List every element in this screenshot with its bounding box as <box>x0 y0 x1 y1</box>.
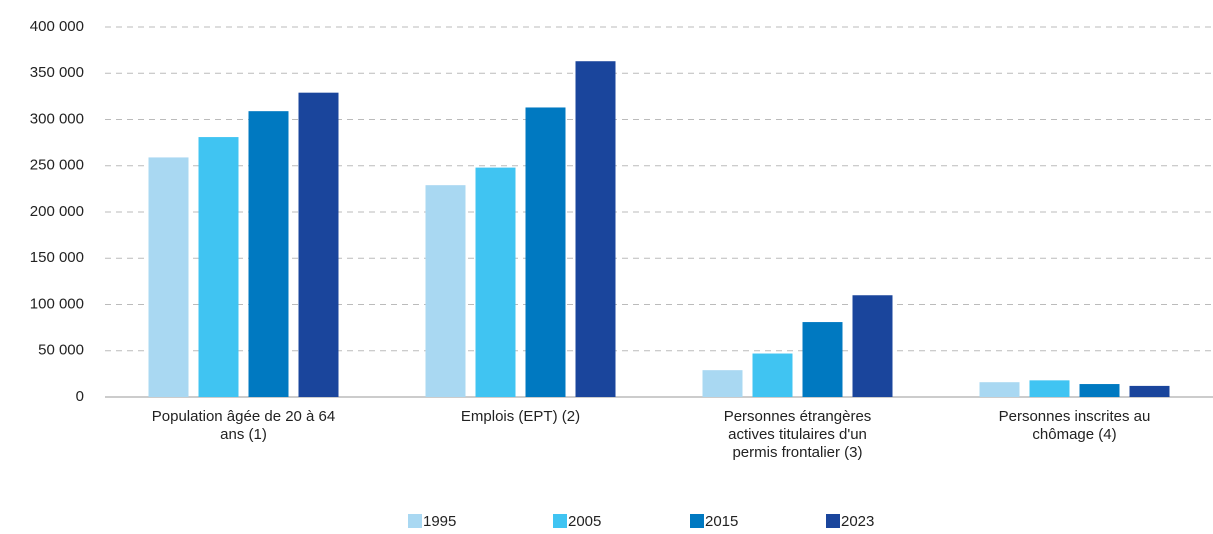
bar <box>1129 385 1170 397</box>
bar <box>1029 380 1070 397</box>
bar <box>198 137 239 397</box>
bar <box>298 92 339 398</box>
legend-swatch <box>408 514 422 528</box>
bar <box>802 322 843 397</box>
bar <box>248 111 289 398</box>
bar <box>525 107 566 397</box>
y-tick-label: 400 000 <box>30 18 84 35</box>
legend-label: 2023 <box>841 513 874 530</box>
bar <box>575 61 616 397</box>
y-tick-label: 200 000 <box>30 203 84 220</box>
x-tick-label: Population âgée de 20 à 64 ans (1) <box>151 408 336 443</box>
x-tick-label: Emplois (EPT) (2) <box>460 408 581 425</box>
y-tick-label: 350 000 <box>30 64 84 81</box>
y-tick-label: 50 000 <box>38 342 84 359</box>
x-tick-label: Personnes inscrites au chômage (4) <box>998 408 1151 443</box>
legend-swatch <box>826 514 840 528</box>
bar <box>752 353 793 397</box>
y-tick-label: 100 000 <box>30 295 84 312</box>
bar <box>702 370 743 397</box>
y-tick-label: 150 000 <box>30 249 84 266</box>
bar <box>475 167 516 397</box>
bar <box>979 382 1020 397</box>
legend-swatch <box>690 514 704 528</box>
bar <box>1079 384 1120 397</box>
legend-swatch <box>553 514 567 528</box>
legend-label: 2015 <box>705 513 738 530</box>
y-tick-label: 300 000 <box>30 110 84 127</box>
bar <box>148 157 189 397</box>
x-tick-label: Personnes étrangères actives titulaires … <box>723 408 872 461</box>
y-tick-label: 0 <box>76 388 84 405</box>
bar <box>852 295 893 397</box>
legend-label: 2005 <box>568 513 601 530</box>
legend-label: 1995 <box>423 513 456 530</box>
bar <box>425 185 466 397</box>
y-tick-label: 250 000 <box>30 157 84 174</box>
